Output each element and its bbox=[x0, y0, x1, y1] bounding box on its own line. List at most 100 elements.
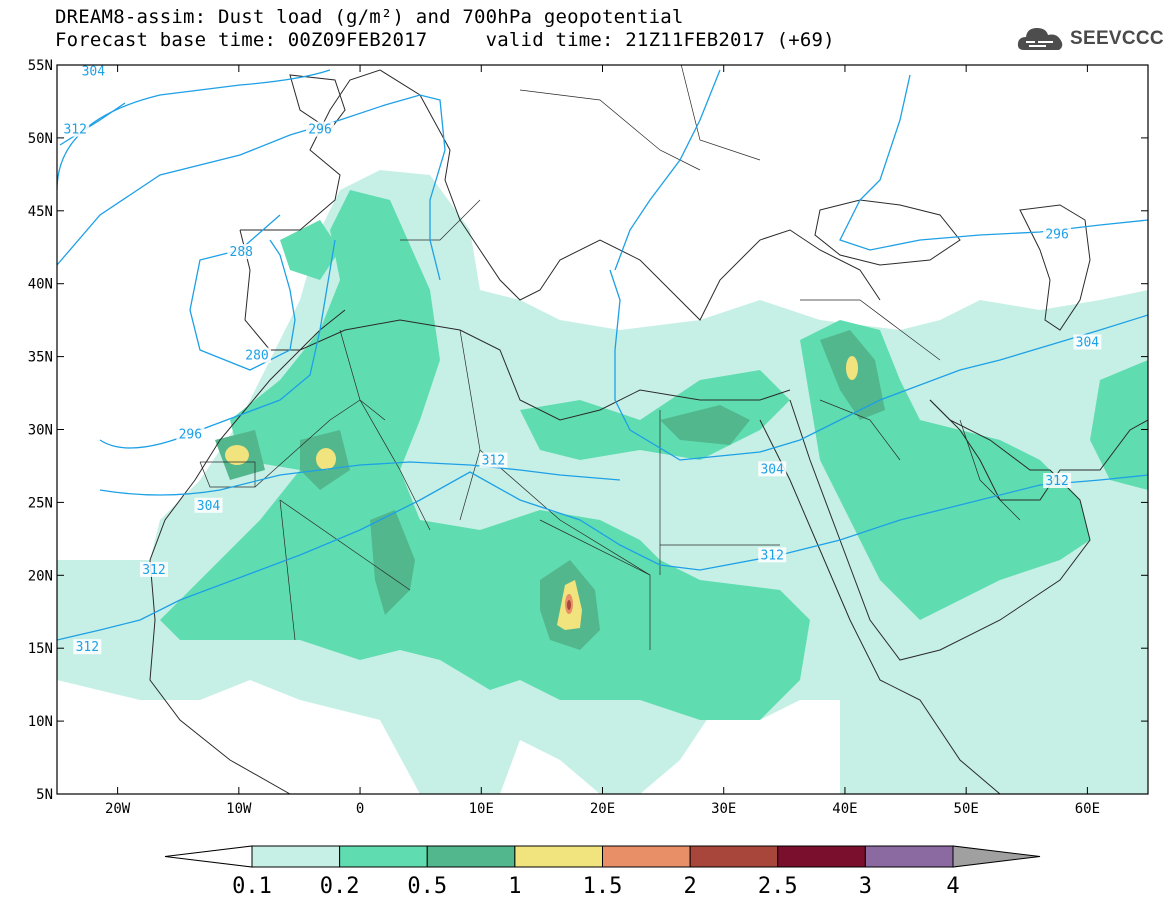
coastline-caspian bbox=[1019, 204, 1091, 331]
colorbar-label: 0.1 bbox=[232, 874, 272, 899]
contour-line bbox=[614, 69, 721, 271]
contour-label: 296 bbox=[1043, 226, 1072, 243]
coastline-north-africa bbox=[149, 319, 791, 561]
colorbar-segment bbox=[777, 845, 866, 868]
country-borders bbox=[199, 65, 1021, 650]
colorbar-label: 1 bbox=[508, 874, 521, 899]
contour-label-text: 304 bbox=[82, 64, 106, 79]
cloud-icon bbox=[1017, 28, 1063, 50]
colorbar-segment bbox=[689, 845, 779, 868]
logo-text: SEEVCCC bbox=[1070, 28, 1164, 49]
contour-label: 280 bbox=[243, 347, 272, 364]
contour-label-bg bbox=[79, 63, 108, 79]
contour-label-bg bbox=[1043, 472, 1072, 488]
dust-region-moderate bbox=[160, 190, 810, 720]
contour-label-bg bbox=[1073, 334, 1102, 350]
contour-label-bg bbox=[479, 452, 508, 468]
contour-label-bg bbox=[306, 121, 335, 137]
dust-field bbox=[57, 170, 1148, 794]
contour-label: 304 bbox=[1073, 334, 1102, 350]
contour-line bbox=[59, 102, 126, 146]
colorbar-segment bbox=[864, 845, 954, 868]
dust-region-heavy bbox=[370, 510, 415, 615]
lat-tick-label: 45N bbox=[28, 204, 53, 220]
coastline-britain bbox=[289, 74, 346, 131]
dust-peak-algeria bbox=[316, 448, 336, 470]
colorbar-label: 2 bbox=[684, 874, 697, 899]
contour-label-bg bbox=[758, 547, 787, 563]
lat-tick-label: 30N bbox=[28, 423, 53, 439]
contour-label-text: 304 bbox=[197, 499, 221, 514]
colorbar-label: 0.2 bbox=[320, 874, 360, 899]
lat-tick-label: 50N bbox=[28, 131, 53, 147]
contour-label: 296 bbox=[306, 121, 335, 138]
colorbar-segment bbox=[602, 845, 691, 868]
dust-peak-chad-max bbox=[567, 600, 571, 610]
lat-tick-label: 5N bbox=[36, 787, 53, 803]
lat-tick-label: 40N bbox=[28, 277, 53, 293]
lon-tick-label: 30E bbox=[711, 801, 736, 817]
colorbar-segment bbox=[251, 845, 341, 868]
contour-label-bg bbox=[194, 497, 223, 513]
colorbar-label: 1.5 bbox=[583, 874, 623, 899]
coastline-europe bbox=[240, 69, 881, 321]
colorbar-segment bbox=[339, 845, 428, 868]
lon-tick-label: 50E bbox=[954, 801, 979, 817]
contour-label-text: 296 bbox=[179, 427, 202, 442]
dust-peak-morocco bbox=[225, 445, 249, 465]
contour-label-bg bbox=[1043, 226, 1072, 242]
contour-label-text: 312 bbox=[142, 563, 165, 578]
contour-label: 304 bbox=[758, 461, 787, 477]
axis-ticks: 55N 50N 45N 40N 35N 30N 25N 20N 15N 10N 5N 20W 10W 0 1… bbox=[28, 58, 1148, 817]
contour-label-text: 280 bbox=[245, 349, 268, 364]
contour-label: 312 bbox=[1043, 472, 1072, 489]
lat-tick-label: 25N bbox=[28, 495, 53, 511]
contour-labels: 304 312 296 288 280 296 304 312 312 312 304 312 296 3… bbox=[61, 63, 1102, 655]
contour-label-text: 288 bbox=[230, 245, 253, 260]
coastline-black-sea bbox=[814, 199, 961, 266]
contour-label: 312 bbox=[479, 452, 508, 469]
lon-tick-label: 20E bbox=[590, 801, 615, 817]
colorbar-segment bbox=[514, 845, 603, 868]
colorbar-label: 4 bbox=[946, 874, 959, 899]
lon-tick-label: 20W bbox=[105, 801, 131, 817]
lat-tick-label: 35N bbox=[28, 350, 53, 366]
contour-label-text: 296 bbox=[1045, 228, 1068, 243]
contour-label-text: 312 bbox=[1045, 474, 1068, 489]
contour-label: 312 bbox=[758, 547, 787, 563]
dust-region-moderate bbox=[280, 220, 340, 280]
lon-tick-label: 0 bbox=[356, 801, 364, 817]
seevccc-logo: SEEVCCC bbox=[1016, 22, 1164, 56]
map-title: DREAM8-assim: Dust load (g/m²) and 700hP… bbox=[55, 6, 684, 28]
contour-label: 312 bbox=[61, 121, 90, 138]
contour-label-text: 304 bbox=[1076, 335, 1100, 350]
contour-label: 304 bbox=[194, 497, 223, 514]
lon-tick-label: 10E bbox=[469, 801, 494, 817]
contour-label-bg bbox=[176, 426, 205, 442]
contour-label-bg bbox=[227, 244, 256, 260]
contour-label-text: 312 bbox=[482, 454, 505, 469]
dust-region-heavy bbox=[660, 405, 750, 445]
contour-line bbox=[99, 461, 621, 496]
colorbar-under-triangle bbox=[164, 845, 253, 868]
lon-tick-label: 60E bbox=[1075, 801, 1100, 817]
lat-tick-label: 10N bbox=[28, 714, 53, 730]
contour-label: 288 bbox=[227, 244, 256, 260]
colorbar-label: 3 bbox=[859, 874, 872, 899]
contour-label-text: 296 bbox=[308, 123, 331, 138]
colorbar-segment bbox=[426, 845, 516, 868]
lat-tick-label: 15N bbox=[28, 641, 53, 657]
lon-tick-label: 40E bbox=[832, 801, 857, 817]
contour-label: 296 bbox=[176, 426, 205, 442]
lat-tick-label: 20N bbox=[28, 568, 53, 584]
contour-label-text: 304 bbox=[760, 462, 784, 477]
coastline-arabia bbox=[789, 399, 1091, 661]
colorbar-over-triangle bbox=[952, 845, 1041, 868]
contour-label-text: 312 bbox=[76, 640, 99, 655]
contour-label: 304 bbox=[79, 63, 108, 79]
contour-line bbox=[99, 239, 336, 449]
contour-label-bg bbox=[139, 561, 168, 577]
contour-label-bg bbox=[61, 121, 90, 137]
